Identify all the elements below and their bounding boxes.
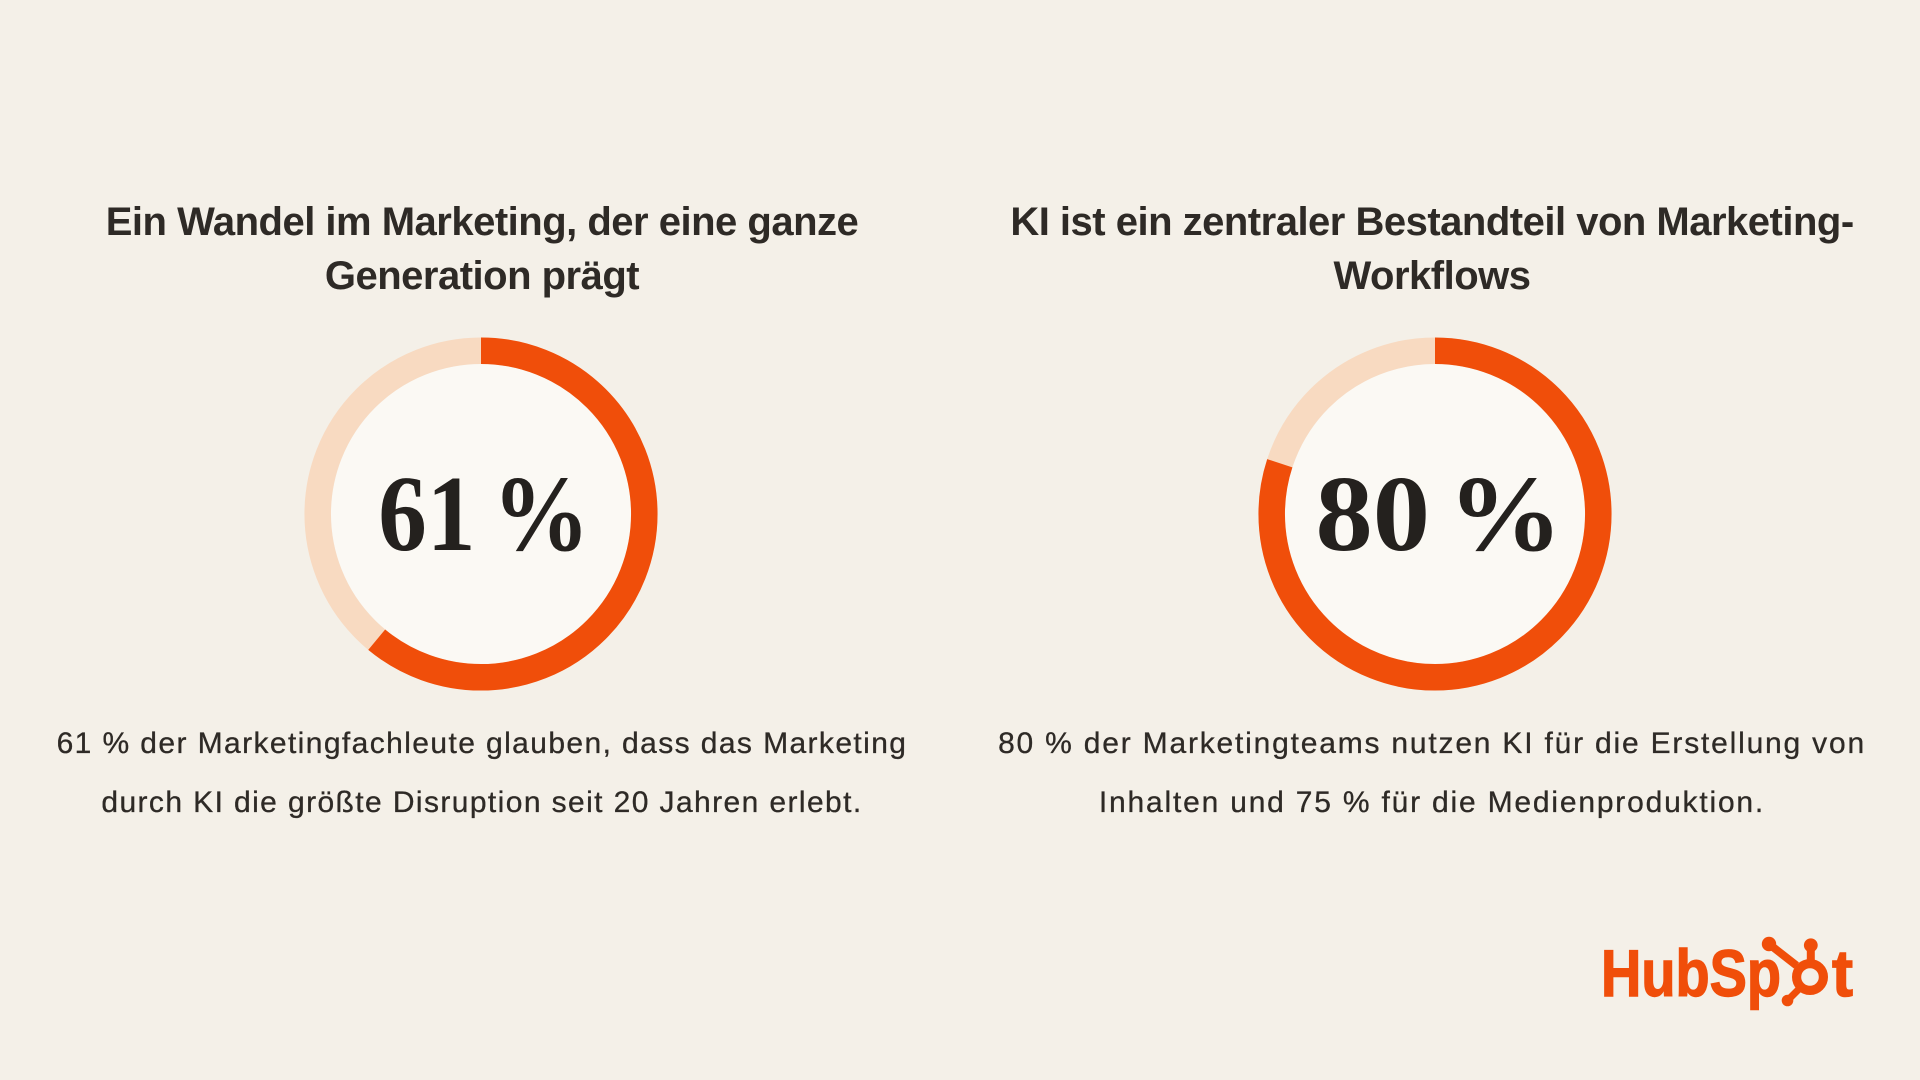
svg-text:t: t [1832, 936, 1853, 1010]
svg-text:HubSp: HubSp [1601, 936, 1781, 1010]
